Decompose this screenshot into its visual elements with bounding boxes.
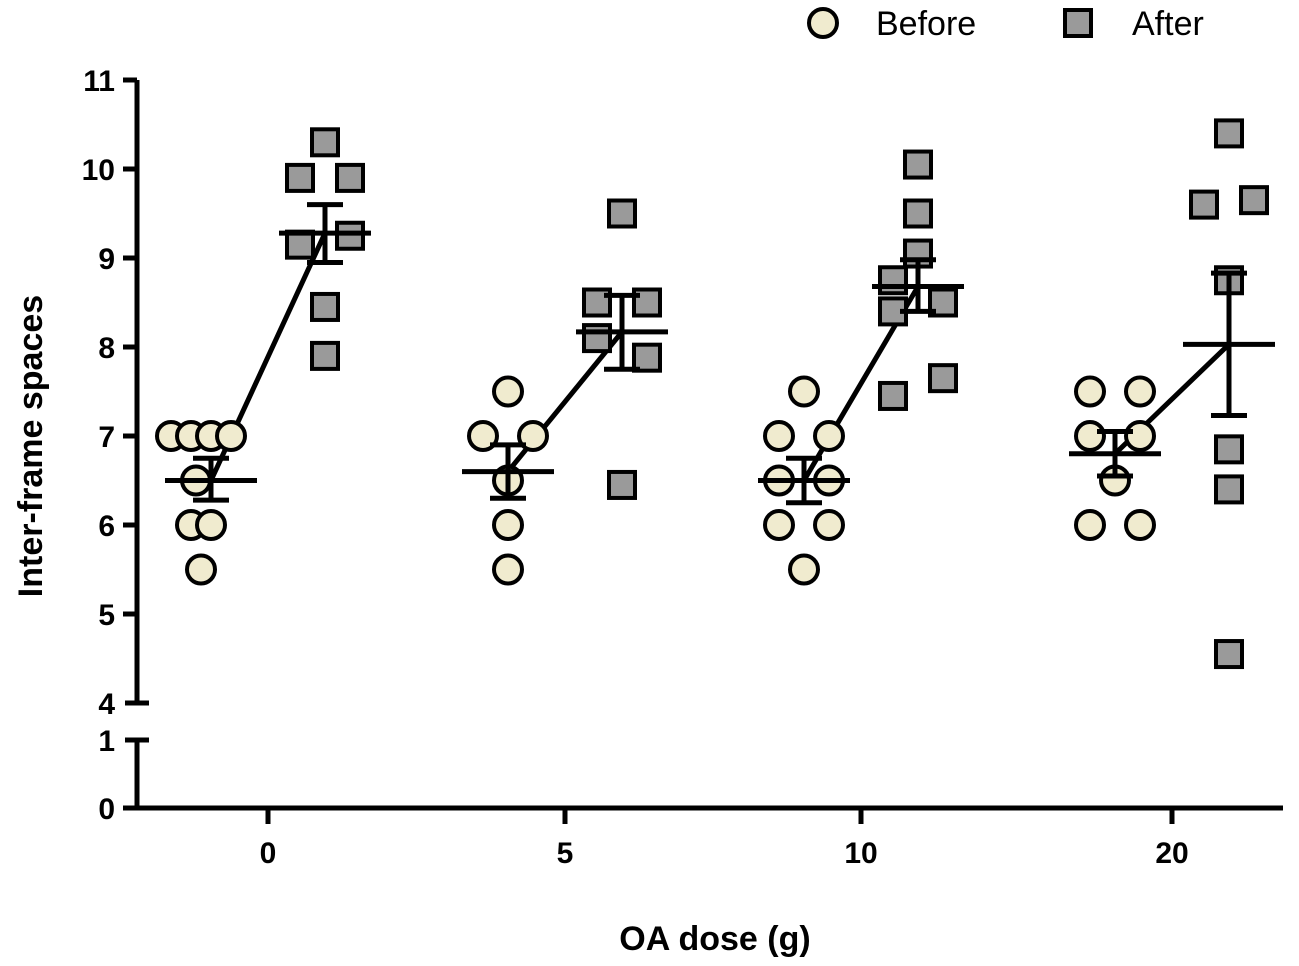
before-point [1124, 509, 1156, 541]
legend: Before After [807, 5, 1204, 43]
after-point [1214, 639, 1244, 670]
before-point [195, 509, 227, 541]
after-point [903, 198, 933, 229]
after-point [335, 162, 365, 193]
error-bars [165, 202, 1275, 506]
x-tick-label: 0 [260, 837, 277, 870]
after-point [878, 265, 908, 296]
before-point [1074, 420, 1106, 452]
data-points [155, 118, 1269, 670]
legend-before-marker [807, 7, 839, 39]
after-point [1189, 189, 1219, 220]
legend-after-marker [1063, 8, 1093, 38]
after-point [285, 162, 315, 193]
before-point [763, 509, 795, 541]
before-point [1124, 375, 1156, 408]
y-tick-label: 5 [98, 599, 115, 632]
before-point [492, 553, 524, 586]
before-point [1074, 509, 1106, 541]
before-point [788, 375, 820, 408]
after-point [1239, 185, 1269, 216]
y-tick-label: 10 [82, 154, 115, 187]
after-point [903, 149, 933, 180]
after-point [1214, 118, 1244, 149]
y-tick-label: 1 [98, 725, 115, 758]
after-point [607, 198, 637, 229]
before-point [492, 375, 524, 408]
after-point [928, 363, 958, 394]
x-tick-label: 10 [844, 837, 877, 870]
after-point [607, 469, 637, 500]
after-point [1214, 434, 1244, 465]
before-point [492, 509, 524, 541]
x-axis-title: OA dose (g) [619, 920, 810, 958]
before-point [215, 420, 247, 452]
y-tick-label: 0 [98, 793, 115, 826]
legend-after-label: After [1132, 5, 1204, 43]
legend-before-label: Before [876, 5, 976, 43]
y-tick-label: 11 [83, 65, 115, 98]
before-point [1124, 420, 1156, 452]
after-point [310, 127, 340, 158]
y-axis-title: Inter-frame spaces [12, 295, 50, 597]
after-point [878, 380, 908, 411]
y-tick-label: 6 [98, 510, 115, 543]
after-point [310, 291, 340, 322]
before-point [788, 553, 820, 586]
before-point [813, 420, 845, 452]
after-point [335, 220, 365, 251]
after-point [632, 342, 662, 373]
y-tick-label: 4 [98, 688, 115, 721]
y-tick-label: 7 [98, 421, 115, 454]
before-point [185, 553, 217, 586]
y-tick-label: 8 [98, 332, 115, 365]
before-point [1074, 375, 1106, 408]
before-point [813, 509, 845, 541]
after-point [582, 323, 612, 354]
before-point [763, 420, 795, 452]
after-point [310, 340, 340, 371]
x-tick-label: 20 [1155, 837, 1188, 870]
y-tick-label: 9 [98, 243, 115, 276]
after-point [1214, 474, 1244, 505]
after-point [928, 287, 958, 318]
x-tick-label: 5 [557, 837, 574, 870]
